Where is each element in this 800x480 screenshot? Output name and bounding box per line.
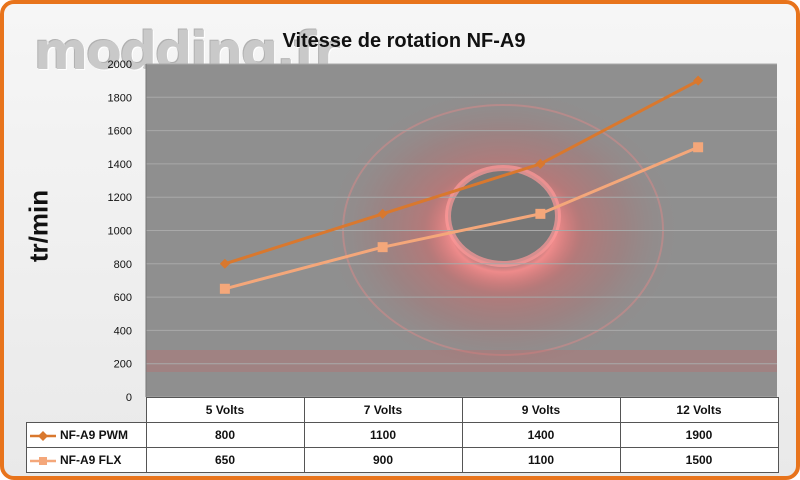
y-tick-label: 1200 <box>108 192 132 204</box>
y-tick-label: 2000 <box>108 59 132 71</box>
series-lines <box>219 75 704 294</box>
series-name: NF-A9 PWM <box>60 428 128 442</box>
data-point <box>693 142 704 153</box>
data-point <box>219 258 230 269</box>
table-header-row: 5 Volts 7 Volts 9 Volts 12 Volts <box>27 397 779 423</box>
category-label: 7 Volts <box>303 397 463 423</box>
table-row: NF-A9 PWM 800 1100 1400 1900 <box>26 422 779 448</box>
data-point <box>693 75 704 86</box>
data-label: 650 <box>145 447 305 473</box>
y-tick-label: 1800 <box>108 92 132 104</box>
y-tick-label: 200 <box>114 359 132 371</box>
data-label: 1400 <box>461 422 621 448</box>
y-tick-label: 600 <box>114 292 132 304</box>
data-point <box>535 158 546 169</box>
category-label: 9 Volts <box>461 397 621 423</box>
y-tick-label: 1000 <box>108 226 132 238</box>
y-tick-label: 400 <box>114 325 132 337</box>
table-row: NF-A9 FLX 650 900 1100 1500 <box>26 447 779 473</box>
table-corner <box>27 398 147 423</box>
data-label: 1900 <box>619 422 779 448</box>
y-axis-ticks: 0 200 400 600 800 1000 1200 1400 1600 1800 2000 <box>108 59 132 404</box>
data-label: 1500 <box>619 447 779 473</box>
y-tick-label: 0 <box>126 392 132 404</box>
y-tick-label: 800 <box>114 259 132 271</box>
series-line-pwm <box>224 79 699 266</box>
data-point <box>377 242 388 253</box>
category-label: 5 Volts <box>145 397 305 423</box>
data-table: 5 Volts 7 Volts 9 Volts 12 Volts NF-A9 P… <box>26 397 779 473</box>
diamond-marker-icon <box>30 430 56 441</box>
data-point <box>219 283 230 294</box>
category-label: 12 Volts <box>619 397 779 423</box>
square-marker-icon <box>30 456 56 465</box>
data-label: 900 <box>303 447 463 473</box>
data-label: 800 <box>145 422 305 448</box>
series-line-flx <box>224 145 699 291</box>
y-tick-label: 1600 <box>108 126 132 138</box>
y-tick-label: 1400 <box>108 159 132 171</box>
chart-title: Vitesse de rotation NF-A9 <box>282 30 526 52</box>
data-point <box>535 208 546 219</box>
series-name: NF-A9 FLX <box>60 453 122 467</box>
legend-entry-flx: NF-A9 FLX <box>26 447 147 473</box>
legend-entry-pwm: NF-A9 PWM <box>26 422 147 448</box>
data-point <box>377 208 388 219</box>
data-label: 1100 <box>303 422 463 448</box>
data-label: 1100 <box>461 447 621 473</box>
